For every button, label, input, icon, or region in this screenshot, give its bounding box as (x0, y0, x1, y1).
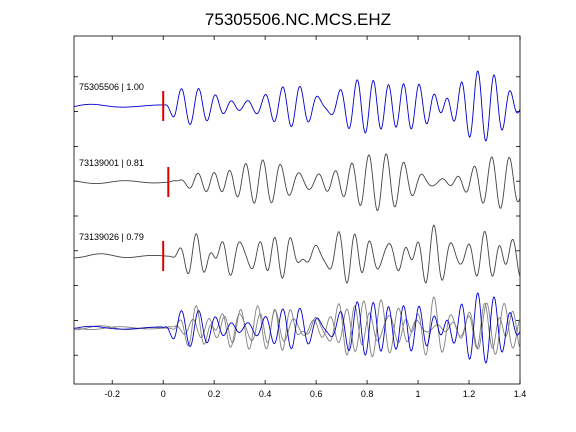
x-tick-label: 0.8 (361, 389, 374, 399)
trace-label: 73139026 | 0.79 (79, 232, 144, 242)
x-tick-label: 1 (416, 389, 421, 399)
x-tick-label: 0 (161, 389, 166, 399)
trace-line (74, 224, 521, 284)
trace-group (73, 70, 521, 364)
x-tick-label: 0.6 (310, 389, 323, 399)
x-axis: -0.2 0 0.2 0.4 0.6 0.8 1 1.2 1.4 (104, 36, 526, 399)
plot-area-frame (73, 35, 521, 385)
stack-overlay-line (73, 299, 521, 358)
x-tick-label: -0.2 (104, 389, 120, 399)
x-tick-label: 1.2 (463, 389, 476, 399)
x-tick-label: 0.4 (259, 389, 272, 399)
x-tick-label: 1.4 (514, 389, 527, 399)
trace-label-group: 75305506 | 1.00 73139001 | 0.81 73139026 |… (79, 82, 144, 242)
trace-line (73, 153, 521, 212)
trace-line (73, 70, 521, 142)
stack-overlay-line (73, 292, 521, 364)
stack-overlay-line (74, 296, 521, 356)
chart-title: 75305506.NC.MCS.EHZ (205, 10, 391, 29)
y-axis-ticks (74, 76, 520, 356)
x-tick-label: 0.2 (208, 389, 221, 399)
trace-label: 73139001 | 0.81 (79, 158, 144, 168)
trace-label: 75305506 | 1.00 (79, 82, 144, 92)
